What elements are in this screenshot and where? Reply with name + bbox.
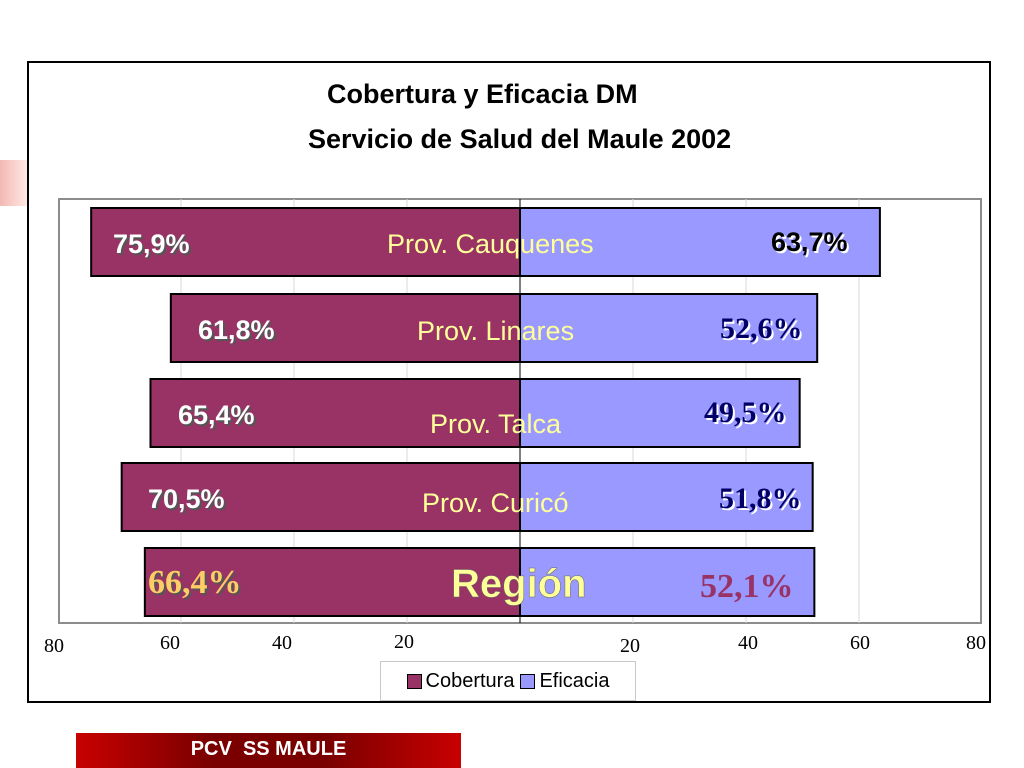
value-label-cobertura: 66,4% — [148, 564, 242, 601]
value-label-shadow: 52,6% — [722, 314, 805, 347]
x-tick-label: 20 — [620, 635, 640, 657]
chart-subtitle: Servicio de Salud del Maule 2002 — [308, 124, 732, 154]
bar-cobertura — [149, 378, 522, 448]
value-label-shadow: 63,7% — [773, 229, 850, 259]
legend-label-cobertura: Cobertura — [425, 669, 515, 692]
category-label: Prov. Talca — [430, 409, 562, 439]
value-label-shadow: 51,8% — [721, 484, 804, 517]
bar-eficacia — [519, 378, 801, 448]
category-label: Prov. Cauquenes — [387, 229, 594, 259]
value-label-shadow: 75,9% — [115, 231, 192, 261]
x-tick-label: 60 — [160, 632, 180, 654]
value-label-eficacia: 51,8% — [719, 482, 802, 515]
x-tick-label: 80 — [44, 635, 64, 657]
x-tick-label: 20 — [394, 631, 414, 653]
value-label-eficacia: 52,1% — [700, 568, 794, 605]
bar-cobertura — [90, 207, 521, 277]
decorative-red-strip — [0, 160, 28, 206]
chart-title: Cobertura y Eficacia DM — [327, 79, 638, 109]
legend-item-cobertura: Cobertura — [406, 669, 515, 693]
legend-item-eficacia: Eficacia — [520, 670, 609, 693]
value-label-eficacia: 63,7% — [771, 227, 848, 257]
bar-cobertura — [169, 293, 522, 363]
footer-banner: PCV SS MAULE — [76, 733, 461, 768]
legend-label-eficacia: Eficacia — [539, 669, 610, 692]
value-label-shadow: 65,4% — [180, 402, 257, 432]
value-label-cobertura: 75,9% — [113, 229, 190, 259]
bar-cobertura — [143, 547, 521, 617]
legend-swatch-cobertura — [406, 673, 422, 689]
value-label-shadow: 66,4% — [150, 566, 244, 603]
value-label-shadow: 49,5% — [706, 398, 789, 431]
bar-eficacia — [519, 207, 881, 277]
value-label-shadow: 61,8% — [200, 317, 277, 347]
x-tick-label: 80 — [966, 632, 986, 654]
value-label-cobertura: 70,5% — [148, 484, 225, 514]
value-label-eficacia: 49,5% — [704, 396, 787, 429]
value-label-cobertura: 61,8% — [198, 315, 275, 345]
chart-legend: Cobertura Eficacia — [380, 661, 636, 701]
footer-text: PCV SS MAULE — [190, 738, 347, 760]
category-label: Prov. Linares — [417, 316, 574, 346]
bar-eficacia — [519, 547, 816, 617]
value-label-cobertura: 65,4% — [178, 400, 255, 430]
bar-eficacia — [519, 293, 819, 363]
x-tick-label: 60 — [850, 632, 870, 654]
legend-swatch-eficacia — [520, 673, 536, 689]
bar-eficacia — [519, 462, 814, 532]
value-label-eficacia: 52,6% — [720, 312, 803, 345]
value-label-shadow: 70,5% — [150, 486, 227, 516]
x-tick-label: 40 — [272, 632, 292, 654]
x-tick-label: 40 — [738, 632, 758, 654]
category-label: Prov. Curicó — [422, 488, 569, 518]
bar-cobertura — [120, 462, 522, 532]
category-label-region: Región — [451, 562, 587, 606]
